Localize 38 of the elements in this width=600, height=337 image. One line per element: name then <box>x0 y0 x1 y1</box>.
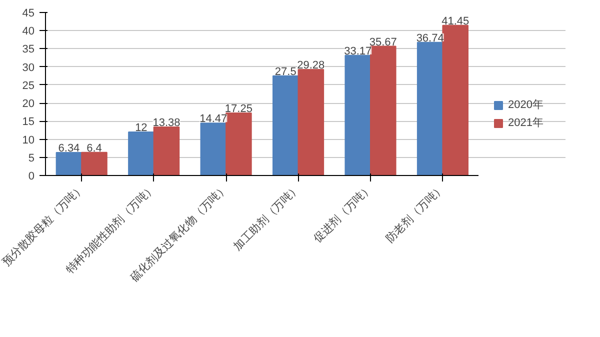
data-label: 6.4 <box>86 142 102 154</box>
y-tick-label: 10 <box>22 134 35 146</box>
data-label: 17.25 <box>224 103 252 116</box>
bar <box>272 75 299 176</box>
bar <box>442 24 468 176</box>
y-tick-label: 0 <box>28 170 35 182</box>
bar <box>226 112 252 176</box>
legend-label: 2020年 <box>508 98 544 112</box>
data-label: 41.45 <box>442 15 470 28</box>
data-label: 14.47 <box>200 113 228 126</box>
bar <box>298 68 324 176</box>
bar <box>200 122 227 176</box>
y-tick-label: 20 <box>22 98 35 110</box>
data-label: 13.38 <box>152 117 180 130</box>
y-tick-label: 35 <box>22 44 35 56</box>
bar <box>344 54 371 176</box>
bar <box>153 126 180 176</box>
y-tick-label: 30 <box>22 62 35 74</box>
data-label: 36.74 <box>416 32 444 44</box>
bar <box>128 132 154 176</box>
data-label: 6.34 <box>58 142 80 155</box>
data-label: 27.5 <box>274 66 296 78</box>
y-tick-label: 25 <box>22 80 35 92</box>
y-tick-label: 45 <box>22 8 35 20</box>
data-label: 33.17 <box>344 45 372 58</box>
data-label: 29.28 <box>297 59 325 72</box>
x-tick-label: 加工助剂（万吨） <box>231 182 303 253</box>
y-tick-label: 5 <box>28 152 35 164</box>
x-tick-label: 促进剂（万吨） <box>311 182 375 246</box>
bar <box>56 152 82 176</box>
y-tick-label: 40 <box>22 26 35 38</box>
bar <box>370 46 396 176</box>
bar <box>81 152 108 176</box>
y-tick-label: 15 <box>22 116 35 128</box>
legend-label: 2021年 <box>508 116 544 130</box>
x-tick-label: 防老剂（万吨） <box>383 182 447 246</box>
bar <box>416 42 444 176</box>
data-label: 12 <box>135 122 148 134</box>
